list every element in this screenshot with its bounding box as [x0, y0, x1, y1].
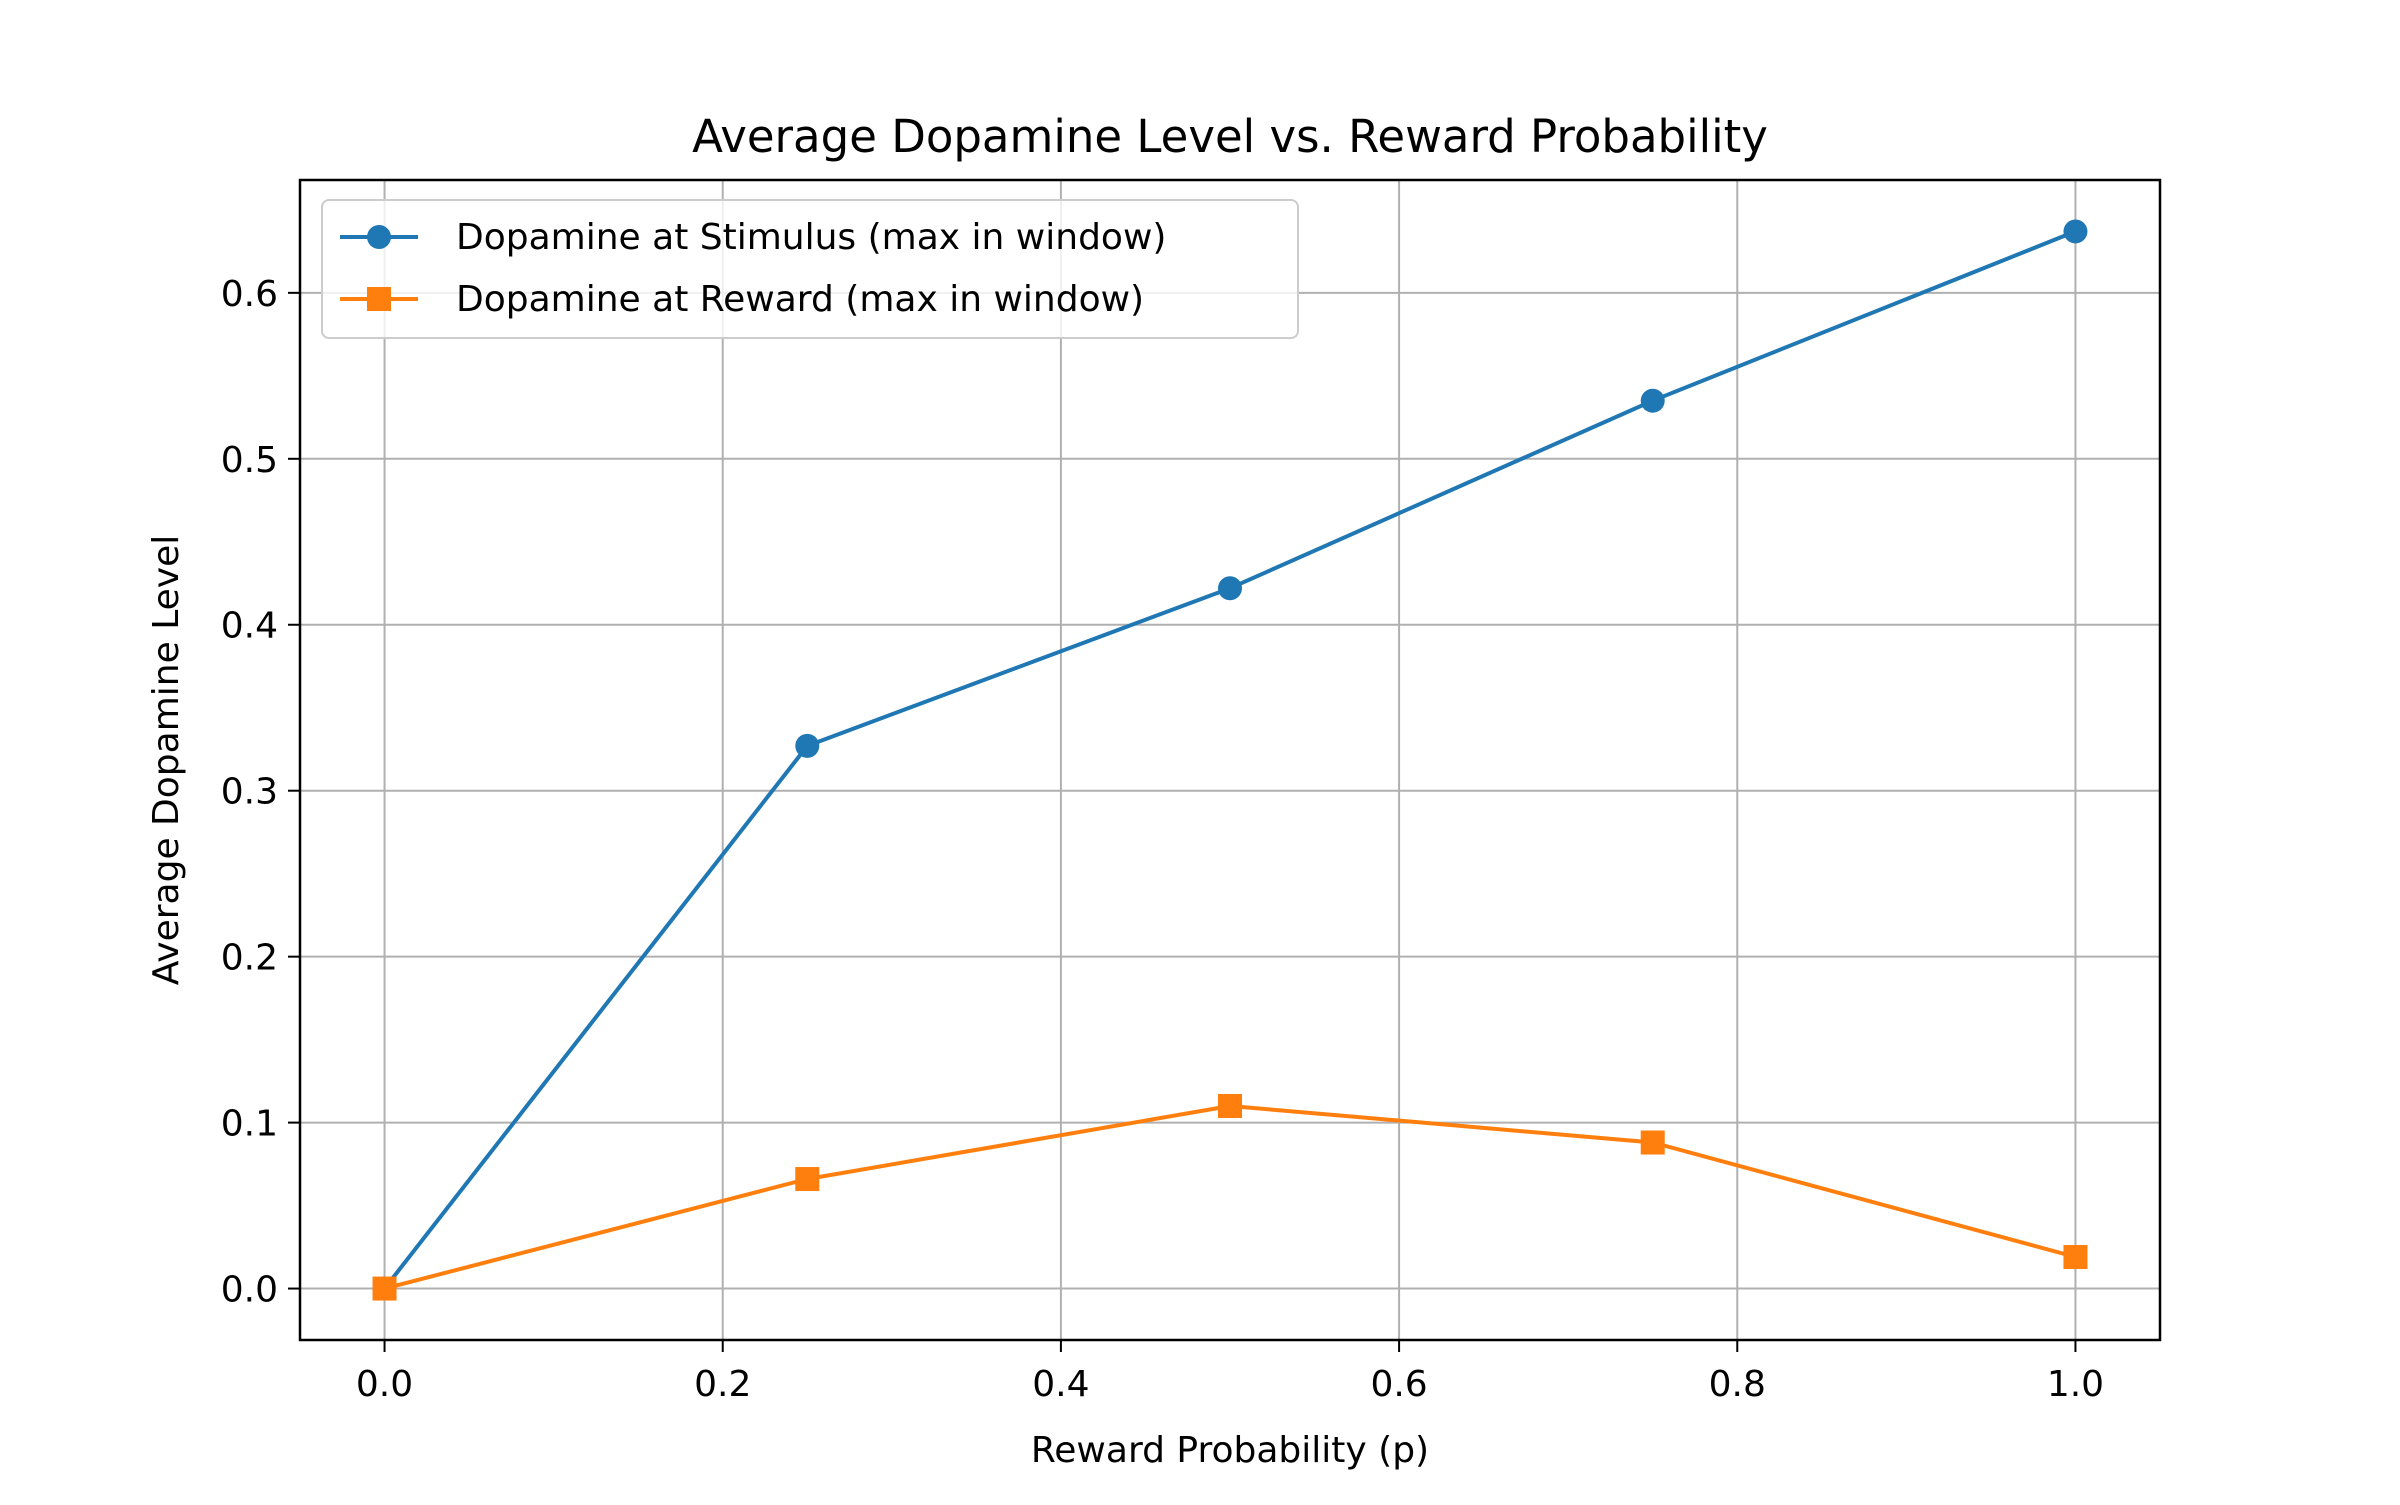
- x-tick-label: 0.4: [1032, 1364, 1089, 1405]
- x-tick-label: 0.6: [1370, 1364, 1427, 1405]
- x-tick-label: 1.0: [2047, 1364, 2104, 1405]
- y-tick-label: 0.5: [221, 440, 278, 481]
- series-layer: [372, 219, 2088, 1301]
- data-point-reward: [2063, 1245, 2088, 1270]
- data-point-stimulus: [1640, 388, 1665, 413]
- y-axis-label: Average Dopamine Level: [146, 535, 187, 985]
- data-point-stimulus: [1218, 576, 1242, 601]
- data-point-reward: [795, 1167, 820, 1192]
- plot-frame: [298, 178, 2162, 1342]
- y-tick-label: 0.1: [221, 1104, 278, 1145]
- y-tick-label: 0.3: [221, 772, 278, 813]
- data-point-reward: [1218, 1094, 1242, 1119]
- axis-ticks: 0.0 0.2 0.4 0.6 0.8 1.0 0.0 0.1 0.2 0.3 0.4 0.5 0.6: [221, 274, 2104, 1405]
- chart-title: Average Dopamine Level vs. Reward Probab…: [692, 110, 1768, 163]
- y-tick-label: 0.6: [221, 274, 278, 315]
- x-tick-label: 0.2: [694, 1364, 751, 1405]
- x-tick-label: 0.0: [356, 1364, 413, 1405]
- x-tick-label: 0.8: [1709, 1364, 1766, 1405]
- data-point-stimulus: [795, 733, 820, 758]
- legend-box: [321, 199, 1299, 339]
- legend-label-stimulus: Dopamine at Stimulus (max in window): [456, 217, 1166, 258]
- x-axis-label: Reward Probability (p): [1031, 1430, 1429, 1471]
- data-point-reward: [372, 1276, 397, 1301]
- legend-marker-reward: [367, 287, 391, 311]
- data-point-reward: [1640, 1130, 1665, 1155]
- y-tick-label: 0.4: [221, 606, 278, 647]
- y-tick-label: 0.0: [221, 1270, 278, 1311]
- legend-label-reward: Dopamine at Reward (max in window): [456, 279, 1144, 320]
- y-tick-label: 0.2: [221, 938, 278, 979]
- data-point-stimulus: [2063, 219, 2088, 244]
- grid: [300, 180, 2160, 1340]
- legend-marker-stimulus: [367, 225, 391, 249]
- legend: Dopamine at Stimulus (max in window) Dop…: [321, 199, 1299, 339]
